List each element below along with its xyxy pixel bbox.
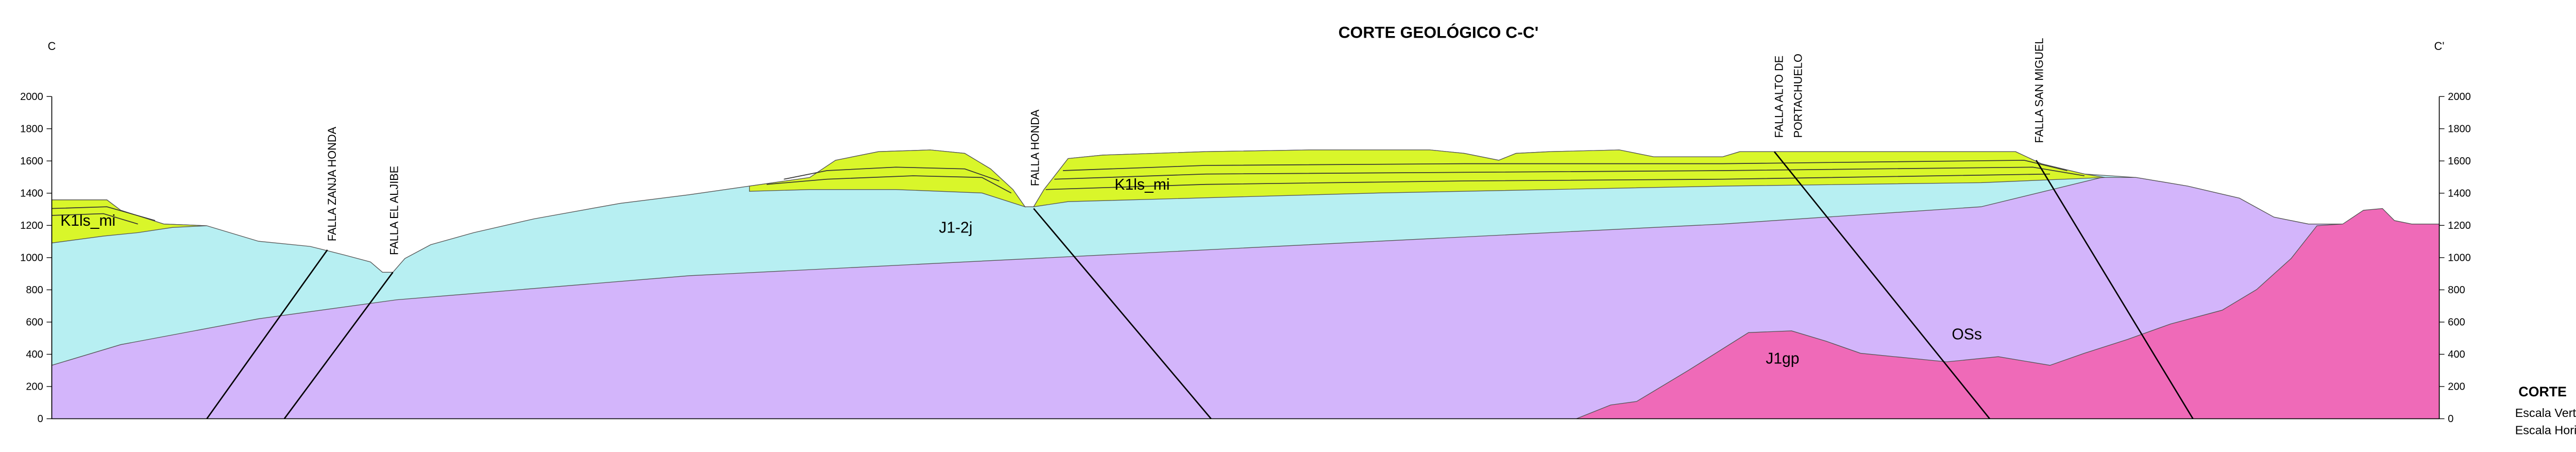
y-tick-label: 1600 [2448,156,2471,167]
y-tick-label: 1200 [2448,220,2471,231]
fault-line [283,272,394,420]
legend-line: Escala Vertical 1:25000 [2515,406,2576,420]
fault-label: FALLA ZANJA HONDA [326,126,338,241]
unit-label: K1ls_mi [1114,176,1170,193]
unit-label: OSs [1952,326,1981,343]
fault-line [206,249,328,420]
y-tick-label: 400 [2448,349,2465,360]
y-tick-label: 1000 [20,253,43,264]
y-tick-label: 800 [26,284,43,296]
y-tick-label: 600 [26,317,43,328]
fault-line [2036,160,2194,420]
bedding [1045,173,2050,190]
bedding [784,166,999,181]
unit-label: K1ls_mi [60,212,115,229]
unit-k1ls-right [1032,149,2106,208]
bedding [766,175,1012,194]
unit-label: J1-2j [939,219,972,236]
legend-line: Escala Horizontal 1:25000 [2515,424,2576,437]
unit-label: J1gp [1766,350,1799,367]
bedding [52,213,138,225]
fault-label: PORTACHUELO [1791,54,1804,138]
y-tick-label: 600 [2448,317,2465,328]
section-end-right: C' [2434,40,2445,53]
y-tick-label: 2000 [2448,91,2471,103]
y-tick-label: 1400 [2448,188,2471,199]
y-tick-label: 2000 [20,91,43,103]
y-tick-label: 0 [2448,413,2453,425]
y-tick-label: 1000 [2448,253,2471,264]
y-tick-label: 1400 [20,188,43,199]
y-tick-label: 1800 [2448,123,2471,135]
fault-label: FALLA HONDA [1028,109,1041,186]
title: CORTE GEOLÓGICO C-C' [1338,23,1539,42]
y-tick-label: 1200 [20,220,43,231]
fault-label: FALLA ALTO DE [1773,56,1786,138]
fault-label: FALLA EL ALJIBE [388,166,401,255]
y-tick-label: 400 [26,349,43,360]
section-end-left: C [48,40,56,53]
fault-label: FALLA SAN MIGUEL [2033,38,2046,143]
bedding [52,206,156,221]
legend-title: CORTE [2518,384,2567,399]
fault-line [1033,208,1212,420]
y-tick-label: 0 [38,413,43,425]
y-tick-label: 800 [2448,284,2465,296]
unit-j1gp [1576,208,2440,420]
y-tick-label: 1600 [20,156,43,167]
bedding [1063,160,2067,171]
y-tick-label: 200 [2448,381,2465,393]
unit-k1ls-mid [749,149,1026,208]
y-tick-label: 200 [26,381,43,393]
fault-line [1773,151,1990,420]
y-tick-label: 1800 [20,123,43,135]
